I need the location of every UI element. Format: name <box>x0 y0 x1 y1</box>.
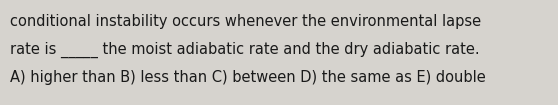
Text: conditional instability occurs whenever the environmental lapse: conditional instability occurs whenever … <box>10 14 481 29</box>
Text: A) higher than B) less than C) between D) the same as E) double: A) higher than B) less than C) between D… <box>10 70 486 85</box>
Text: rate is _____ the moist adiabatic rate and the dry adiabatic rate.: rate is _____ the moist adiabatic rate a… <box>10 42 480 58</box>
